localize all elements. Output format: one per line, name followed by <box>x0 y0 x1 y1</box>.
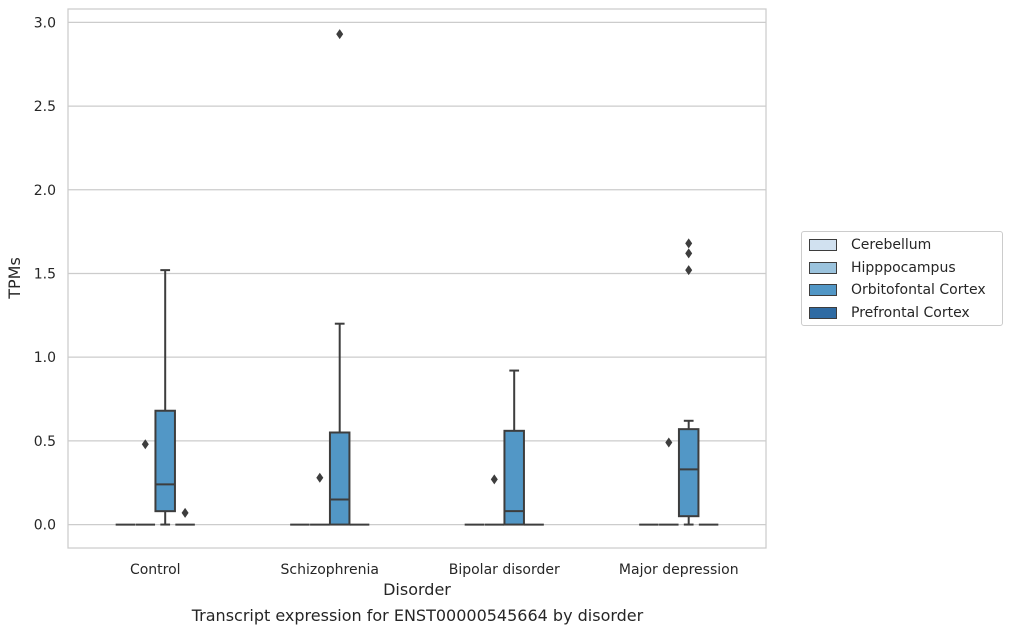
box-body <box>328 431 351 526</box>
y-tick-label: 1.0 <box>34 350 56 366</box>
legend-swatch-hippocampus <box>809 262 837 274</box>
legend-label-cerebellum: Cerebellum <box>851 237 932 253</box>
legend-swatch-prefrontal <box>809 307 837 319</box>
box-plot <box>175 507 195 526</box>
box-body <box>677 428 700 518</box>
x-axis-label: Disorder <box>383 580 451 599</box>
x-tick-label: Major depression <box>619 562 739 578</box>
outlier-point <box>316 472 324 483</box>
y-tick-label: 1.5 <box>34 266 56 282</box>
y-axis-label: TPMs <box>5 257 24 300</box>
y-tick-label: 2.0 <box>34 183 56 199</box>
box-plot <box>503 369 525 526</box>
x-tick-labels: Control Schizophrenia Bipolar disorder Majo… <box>130 562 739 578</box>
outlier-point <box>665 437 673 448</box>
y-tick-label: 0.5 <box>34 434 56 450</box>
outlier-point <box>685 238 693 249</box>
legend-item-prefrontal: Prefrontal Cortex <box>809 303 970 323</box>
box-plot <box>310 472 330 526</box>
outlier-point <box>490 474 498 485</box>
legend-item-hippocampus: Hipppocampus <box>809 258 956 278</box>
box-plot <box>154 269 176 526</box>
plot-frame <box>67 8 767 549</box>
outlier-point <box>141 439 149 450</box>
box-series <box>115 29 719 526</box>
y-tick-label: 0.0 <box>34 518 56 534</box>
outlier-point <box>181 507 189 518</box>
legend-item-orbitofrontal: Orbitofontal Cortex <box>809 280 986 300</box>
outlier-point <box>685 248 693 259</box>
box-body <box>503 429 525 526</box>
legend-label-orbitofrontal: Orbitofontal Cortex <box>851 282 986 298</box>
x-tick-label: Bipolar disorder <box>449 562 560 578</box>
box-plot <box>484 474 505 526</box>
x-tick-label: Control <box>130 562 181 578</box>
box-plot <box>328 29 351 526</box>
y-tick-labels: 0.0 0.5 1.0 1.5 2.0 2.5 3.0 <box>34 15 56 533</box>
legend-label-hippocampus: Hipppocampus <box>851 260 956 276</box>
box-plot <box>135 439 156 526</box>
gridlines <box>68 21 766 526</box>
box-plot <box>659 437 679 526</box>
legend-label-prefrontal: Prefrontal Cortex <box>851 305 970 321</box>
legend-swatch-cerebellum <box>809 239 837 251</box>
outlier-point <box>685 265 693 276</box>
x-tick-label: Schizophrenia <box>281 562 379 578</box>
y-tick-label: 2.5 <box>34 99 56 115</box>
figure-caption: Transcript expression for ENST0000054566… <box>191 606 644 625</box>
outlier-point <box>336 29 344 40</box>
legend-swatch-orbitofrontal <box>809 284 837 296</box>
legend-item-cerebellum: Cerebellum <box>809 235 931 255</box>
legend: Cerebellum Hipppocampus Orbitofontal Cor… <box>801 231 1003 326</box>
box-body <box>154 409 176 513</box>
box-plot <box>677 238 700 526</box>
y-tick-label: 3.0 <box>34 15 56 31</box>
